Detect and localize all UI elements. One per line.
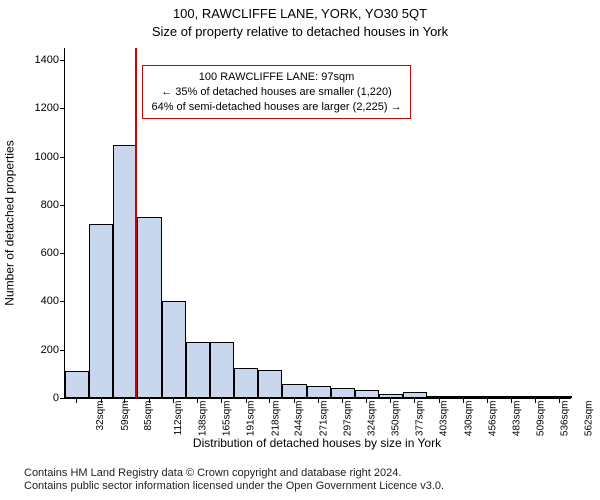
y-tick [60,301,65,302]
x-tick-label: 271sqm [318,401,329,437]
x-tick [414,398,415,403]
x-tick [124,398,125,403]
histogram-bar [403,392,427,398]
y-axis-label: Number of detached properties [3,140,17,305]
y-tick [60,60,65,61]
x-tick [559,398,560,403]
x-tick [511,398,512,403]
histogram-bar [476,396,500,398]
x-tick [439,398,440,403]
y-tick-label: 800 [21,199,59,211]
annotation-line: 100 RAWCLIFFE LANE: 97sqm [151,70,401,85]
x-tick-label: 191sqm [245,401,256,437]
annotation-line: ← 35% of detached houses are smaller (1,… [151,85,401,100]
page-title-line1: 100, RAWCLIFFE LANE, YORK, YO30 5QT [0,6,600,21]
x-tick-label: 430sqm [463,401,474,437]
histogram-bar [500,396,524,398]
x-tick [173,398,174,403]
x-tick-label: 85sqm [143,401,154,431]
x-tick-label: 536sqm [560,401,571,437]
x-tick-label: 112sqm [173,401,184,436]
x-tick-label: 138sqm [197,401,208,437]
x-tick [487,398,488,403]
histogram-bar [162,301,186,398]
y-tick-label: 600 [21,247,59,259]
y-axis-label-container: Number of detached properties [2,48,18,398]
histogram-bar [258,370,282,398]
histogram-bar [113,145,137,398]
histogram-bar [379,394,403,398]
histogram-bar [427,396,451,398]
x-tick-label: 377sqm [415,401,426,437]
x-tick-label: 483sqm [512,401,523,437]
x-tick [221,398,222,403]
x-tick [269,398,270,403]
x-tick [76,398,77,403]
x-tick-label: 59sqm [120,401,131,431]
histogram-bar [282,384,306,398]
attribution-footer: Contains HM Land Registry data © Crown c… [24,467,444,495]
subject-property-marker [135,48,137,398]
histogram-bar [452,396,476,398]
x-tick [294,398,295,403]
x-tick [149,398,150,403]
x-tick [318,398,319,403]
histogram-bar [210,342,234,398]
histogram-bar [89,224,113,398]
footer-line2: Contains public sector information licen… [24,480,444,494]
histogram-bar [137,217,161,398]
histogram-bar [65,371,89,398]
x-tick [366,398,367,403]
x-axis-label: Distribution of detached houses by size … [64,436,570,450]
y-tick [60,108,65,109]
histogram-bar [234,368,258,398]
x-tick-label: 562sqm [584,401,595,437]
y-tick [60,350,65,351]
x-tick-label: 165sqm [222,401,233,437]
y-tick-label: 400 [21,295,59,307]
x-tick [342,398,343,403]
x-tick-label: 218sqm [270,401,281,437]
y-tick [60,205,65,206]
annotation-line: 64% of semi-detached houses are larger (… [151,100,401,115]
x-tick-label: 324sqm [367,401,378,437]
histogram-bar [307,386,331,398]
x-tick-label: 297sqm [342,401,353,437]
x-tick [197,398,198,403]
histogram-bar [186,342,210,398]
x-tick [101,398,102,403]
x-tick [390,398,391,403]
x-tick-label: 244sqm [294,401,305,437]
y-tick [60,398,65,399]
histogram-bar [331,388,355,398]
y-tick-label: 1200 [21,102,59,114]
x-tick [463,398,464,403]
x-tick-label: 32sqm [95,401,106,431]
x-tick-label: 456sqm [487,401,498,437]
x-tick [246,398,247,403]
y-tick-label: 0 [21,392,59,404]
y-tick [60,253,65,254]
x-tick-label: 350sqm [390,401,401,437]
histogram-bar [524,396,548,398]
x-tick [535,398,536,403]
y-tick-label: 200 [21,344,59,356]
x-tick-label: 509sqm [535,401,546,437]
footer-line1: Contains HM Land Registry data © Crown c… [24,467,444,481]
y-tick [60,157,65,158]
histogram-plot-area: 020040060080010001200140032sqm59sqm85sqm… [64,48,571,399]
page-title-line2: Size of property relative to detached ho… [0,24,600,39]
annotation-box: 100 RAWCLIFFE LANE: 97sqm← 35% of detach… [142,65,410,120]
x-tick-label: 403sqm [439,401,450,437]
y-tick-label: 1000 [21,151,59,163]
histogram-bar [355,390,379,398]
histogram-bar [548,396,572,398]
y-tick-label: 1400 [21,54,59,66]
